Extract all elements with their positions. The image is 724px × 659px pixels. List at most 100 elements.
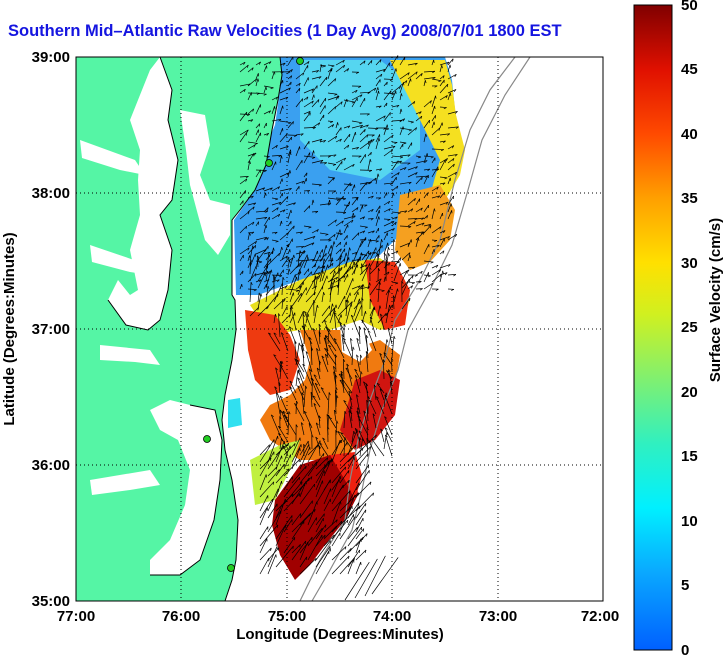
velocity-arrow — [439, 158, 448, 164]
velocity-arrow — [399, 167, 407, 171]
velocity-arrow — [369, 399, 377, 415]
velocity-arrow — [247, 232, 250, 241]
velocity-arrow — [351, 251, 358, 255]
velocity-arrow — [447, 74, 457, 80]
velocity-arrowhead — [302, 313, 305, 317]
velocity-arrowhead — [252, 206, 255, 210]
velocity-arrow — [355, 453, 369, 470]
velocity-arrowhead — [345, 252, 348, 256]
velocity-arrow — [383, 182, 393, 185]
velocity-arrow — [385, 286, 392, 296]
velocity-arrow — [281, 332, 289, 352]
velocity-arrow — [291, 513, 311, 533]
velocity-arrowhead — [300, 231, 303, 235]
y-tick-label: 36:00 — [32, 457, 70, 474]
velocity-arrow — [343, 99, 355, 103]
velocity-arrowhead — [338, 278, 341, 282]
velocity-arrow — [295, 98, 303, 108]
velocity-arrowhead — [297, 377, 301, 380]
velocity-arrowhead — [367, 91, 371, 95]
velocity-arrow — [353, 259, 359, 275]
velocity-arrow — [311, 272, 321, 276]
velocity-arrowhead — [430, 100, 432, 104]
velocity-arrow — [343, 219, 354, 227]
velocity-arrowhead — [295, 424, 298, 428]
velocity-arrow — [333, 312, 345, 331]
velocity-arrow — [354, 558, 378, 599]
velocity-arrow — [327, 276, 338, 283]
velocity-arrow — [339, 454, 355, 470]
velocity-arrowhead — [349, 247, 351, 251]
velocity-arrow — [431, 121, 435, 129]
velocity-arrowhead — [328, 392, 331, 396]
velocity-arrowhead — [329, 200, 331, 204]
velocity-arrowhead — [365, 311, 367, 315]
velocity-arrowhead — [344, 466, 347, 470]
velocity-arrowhead — [350, 406, 353, 410]
velocity-arrowhead — [331, 124, 335, 128]
velocity-arrow — [369, 260, 384, 275]
velocity-arrowhead — [339, 321, 342, 325]
velocity-arrow — [391, 160, 402, 164]
velocity-arrow — [311, 99, 320, 108]
velocity-arrow — [383, 431, 388, 450]
velocity-arrowhead — [312, 395, 316, 398]
velocity-arrowhead — [334, 279, 336, 283]
velocity-arrow — [300, 422, 305, 436]
velocity-arrow — [311, 94, 315, 101]
velocity-arrow — [311, 183, 322, 186]
velocity-arrowhead — [281, 411, 285, 414]
velocity-arrow — [375, 288, 385, 292]
velocity-arrow — [297, 250, 301, 268]
velocity-arrow — [327, 124, 334, 129]
velocity-arrow — [263, 207, 269, 213]
velocity-arrowhead — [356, 207, 359, 211]
velocity-arrow — [321, 258, 325, 275]
velocity-arrow — [355, 465, 369, 484]
velocity-arrow — [311, 159, 324, 164]
velocity-arrowhead — [275, 466, 278, 470]
velocity-arrow — [373, 384, 377, 401]
velocity-arrowhead — [279, 395, 283, 399]
velocity-arrow — [327, 154, 337, 157]
velocity-arrow — [423, 174, 429, 185]
velocity-arrow — [321, 264, 329, 282]
velocity-arrowhead — [306, 96, 309, 100]
velocity-arrow — [447, 89, 457, 94]
velocity-arrow — [383, 62, 390, 73]
velocity-arrowhead — [289, 170, 291, 174]
velocity-arrowhead — [346, 363, 349, 367]
velocity-arrow — [367, 251, 376, 255]
velocity-arrow — [303, 236, 316, 241]
velocity-arrow — [279, 285, 287, 290]
velocity-arrow — [263, 110, 271, 115]
velocity-arrow — [447, 154, 458, 157]
y-tick-label: 35:00 — [32, 593, 70, 610]
velocity-arrowhead — [276, 279, 280, 283]
velocity-arrowhead — [281, 246, 283, 250]
velocity-arrowhead — [348, 410, 352, 414]
velocity-arrow — [271, 71, 275, 80]
velocity-arrow — [407, 127, 417, 136]
velocity-arrowhead — [267, 251, 271, 255]
velocity-arrowhead — [362, 284, 365, 288]
velocity-arrow — [346, 363, 353, 387]
velocity-arrow — [259, 547, 272, 561]
velocity-arrow — [287, 221, 292, 227]
velocity-arrow — [255, 129, 259, 136]
velocity-arrow — [267, 445, 284, 470]
velocity-arrowhead — [380, 313, 383, 317]
velocity-arrow — [303, 178, 307, 185]
velocity-arrow — [247, 153, 255, 164]
velocity-arrowhead — [333, 409, 337, 413]
velocity-arrowhead — [439, 269, 442, 273]
velocity-arrowhead — [378, 138, 380, 142]
velocity-arrow — [289, 276, 297, 296]
velocity-arrowhead — [340, 101, 343, 105]
velocity-arrow — [375, 245, 383, 255]
velocity-arrow — [287, 209, 292, 220]
velocity-arrow — [318, 324, 321, 338]
velocity-arrowhead — [301, 180, 305, 184]
colorbar-label: Surface Velocity (cm/s) — [707, 218, 724, 382]
velocity-arrow — [255, 73, 259, 80]
